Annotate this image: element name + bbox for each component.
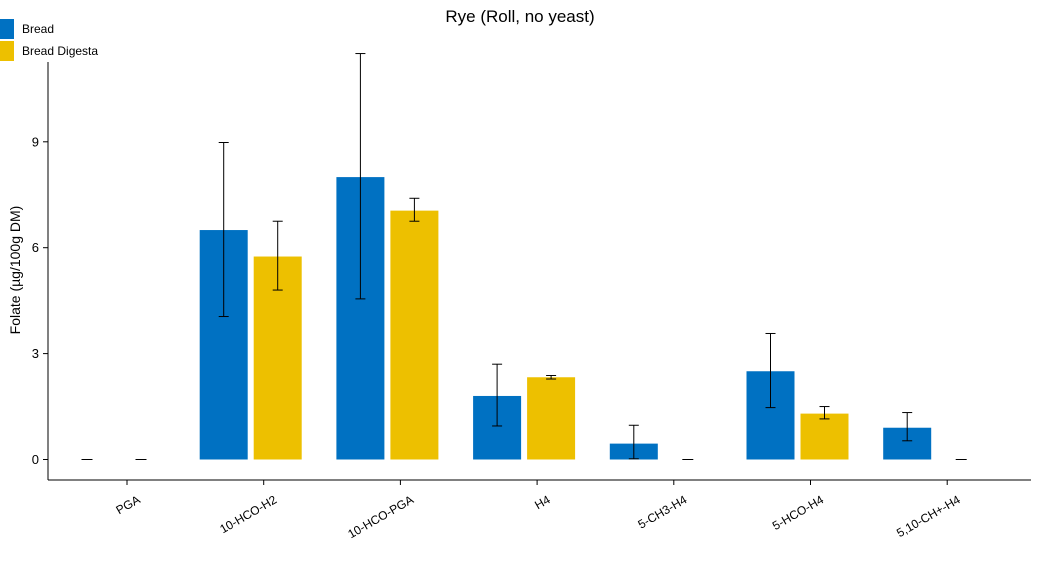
x-tick-label: 5,10-CH+-H4: [894, 492, 963, 540]
y-tick-label: 6: [32, 240, 39, 255]
x-tick-label: 10-HCO-H2: [217, 492, 279, 536]
legend-label-bread-digesta: Bread Digesta: [22, 44, 99, 58]
legend: Bread Bread Digesta: [0, 18, 98, 62]
y-tick-label: 0: [32, 452, 39, 467]
legend-item-bread: Bread: [0, 18, 98, 40]
legend-label-bread: Bread: [22, 22, 55, 36]
bar: [800, 413, 849, 460]
legend-swatch-bread-digesta: [0, 41, 14, 61]
y-tick-label: 3: [32, 346, 39, 361]
x-tick-label: H4: [532, 492, 553, 512]
chart-title: Rye (Roll, no yeast): [445, 7, 595, 26]
legend-swatch-bread: [0, 19, 14, 39]
y-axis-label: Folate (µg/100g DM): [7, 206, 23, 335]
bar: [527, 377, 576, 460]
x-tick-label: 5-CH3-H4: [636, 492, 690, 531]
x-tick-label: PGA: [114, 492, 143, 517]
x-tick-label: 5-HCO-H4: [770, 492, 826, 533]
bar: [390, 210, 439, 460]
legend-item-bread-digesta: Bread Digesta: [0, 40, 98, 62]
x-tick-label: 10-HCO-PGA: [345, 492, 416, 541]
chart-marks: [81, 53, 967, 460]
y-tick-label: 9: [32, 134, 39, 149]
